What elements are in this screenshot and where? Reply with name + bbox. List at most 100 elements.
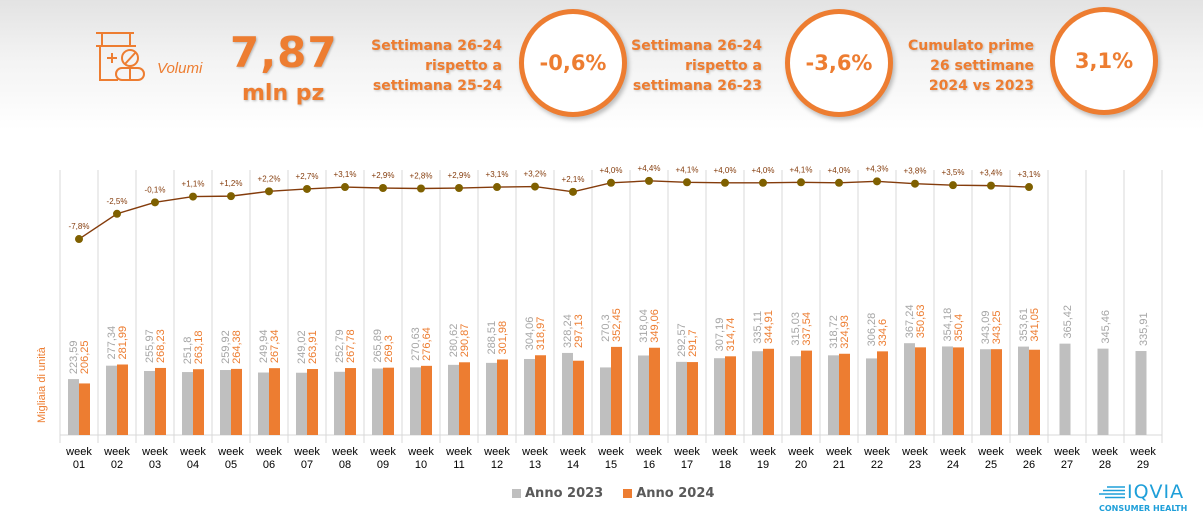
comparison-line: settimana 25-24: [372, 78, 502, 94]
cumulative-change-marker: [911, 179, 919, 188]
bar-label-2024: 324,93: [839, 315, 851, 349]
legend-item-2024: Anno 2024: [623, 486, 714, 501]
cumulative-change-label: +1,2%: [220, 179, 243, 188]
bar-2024: [1029, 349, 1040, 435]
bar-2023: [1018, 346, 1029, 435]
x-tick-label-week: week: [977, 446, 1004, 458]
header-banner: Volumi 7,87 mln pz Settimana 26-24 rispe…: [0, 0, 1203, 130]
cumulative-change-marker: [683, 178, 691, 187]
kpi-value: 7,87: [230, 28, 338, 77]
bar-2023: [600, 367, 611, 435]
cumulative-change-label: +4,1%: [790, 165, 813, 174]
x-tick-label-week: week: [293, 446, 320, 458]
x-tick-label-number: 10: [415, 459, 427, 471]
bar-2023: [106, 365, 117, 435]
x-tick-label-week: week: [635, 446, 662, 458]
bar-label-2023: 223,59: [68, 340, 80, 374]
x-tick-label-number: 11: [453, 459, 464, 471]
bar-label-2024: 350,63: [915, 305, 927, 339]
cumulative-change-label: -7,8%: [69, 222, 90, 231]
x-tick-label-week: week: [825, 446, 852, 458]
bar-label-2023: 280,62: [448, 324, 460, 358]
x-tick-label-week: week: [863, 446, 890, 458]
x-tick-label-week: week: [217, 446, 244, 458]
bar-label-2024: 344,91: [763, 310, 775, 344]
cumulative-change-label: +1,1%: [182, 180, 205, 189]
bar-label-2023: 343,09: [980, 311, 992, 345]
bar-label-2023: 318,72: [828, 315, 840, 349]
bar-2024: [307, 369, 318, 435]
legend-item-2023: Anno 2023: [512, 486, 603, 501]
cumulative-change-label: -0,1%: [145, 185, 166, 194]
bar-2024: [877, 351, 888, 435]
cumulative-change-marker: [75, 235, 83, 244]
bar-2023: [182, 372, 193, 435]
cumulative-change-label: +3,4%: [980, 169, 1003, 178]
bar-label-2024: 267,78: [345, 329, 357, 363]
x-tick-label-week: week: [559, 446, 586, 458]
bar-2023: [334, 371, 345, 435]
bar-label-2023: 353,61: [1018, 308, 1030, 342]
x-tick-label-week: week: [445, 446, 472, 458]
cumulative-change-marker: [797, 178, 805, 187]
bar-label-2023: 307,19: [714, 318, 726, 352]
x-tick-label-number: 21: [833, 459, 845, 471]
bar-2024: [763, 348, 774, 435]
x-tick-label-number: 04: [187, 459, 199, 471]
bar-label-2023: 292,57: [676, 323, 688, 357]
cumulative-change-label: +4,0%: [752, 166, 775, 175]
bar-label-2024: 269,3: [383, 335, 395, 363]
x-tick-label-week: week: [1091, 446, 1118, 458]
bar-label-2023: 335,11: [752, 311, 764, 344]
bar-label-2024: 350,4: [953, 314, 965, 342]
cumulative-change-marker: [607, 178, 615, 187]
cumulative-change-label: +3,1%: [334, 170, 357, 179]
bar-label-2023: 265,89: [372, 329, 384, 363]
bar-label-2024: 301,98: [497, 321, 509, 355]
logo-wordmark: IQVIA: [1127, 481, 1185, 503]
bar-label-2023: 306,28: [866, 313, 878, 347]
x-tick-label-week: week: [787, 446, 814, 458]
x-tick-label-week: week: [1129, 446, 1156, 458]
bar-label-2024: 318,97: [535, 317, 547, 351]
x-tick-label-week: week: [369, 446, 396, 458]
bar-label-2024: 349,06: [649, 309, 661, 343]
bar-label-2024: 276,64: [421, 327, 433, 361]
cumulative-change-label: +3,5%: [942, 168, 965, 177]
bar-label-2023: 249,02: [296, 330, 308, 364]
bar-label-2024: 291,7: [687, 329, 699, 357]
bar-2024: [459, 362, 470, 435]
cumulative-change-marker: [531, 182, 539, 191]
bar-2023: [866, 358, 877, 435]
cumulative-change-label: +3,1%: [1018, 170, 1041, 179]
bar-label-2023: 365,42: [1062, 305, 1074, 339]
cumulative-change-marker: [113, 209, 121, 218]
bar-label-2024: 343,25: [991, 311, 1003, 345]
bar-label-2023: 252,79: [334, 329, 346, 363]
bar-2024: [269, 368, 280, 435]
cumulative-change-marker: [189, 192, 197, 201]
x-tick-label-number: 09: [377, 459, 389, 471]
bar-label-2024: 268,23: [155, 329, 167, 363]
cumulative-change-marker: [835, 178, 843, 187]
cumulative-change-label: +2,1%: [562, 175, 585, 184]
bar-2023: [942, 346, 953, 435]
cumulative-change-label: +3,8%: [904, 167, 927, 176]
bar-label-2023: 354,18: [942, 308, 954, 342]
comparison-week-vs-last-year-circle: -3,6%: [785, 9, 893, 117]
bar-2024: [649, 347, 660, 435]
bar-2023: [486, 362, 497, 435]
bar-2024: [839, 353, 850, 435]
bar-label-2023: 288,51: [486, 321, 498, 355]
x-tick-label-number: 12: [491, 459, 503, 471]
kpi-label: Volumi: [157, 60, 203, 77]
bar-2023: [1097, 348, 1109, 435]
x-tick-label-number: 14: [567, 459, 579, 471]
x-tick-label-week: week: [1015, 446, 1042, 458]
comparison-value: -3,6%: [805, 51, 873, 75]
comparison-line: 2024 vs 2023: [928, 78, 1034, 94]
comparison-cumulative-circle: 3,1%: [1050, 7, 1158, 115]
bar-label-2023: 315,03: [790, 312, 802, 346]
bar-2023: [524, 358, 535, 435]
bar-label-2024: 334,6: [877, 319, 889, 347]
